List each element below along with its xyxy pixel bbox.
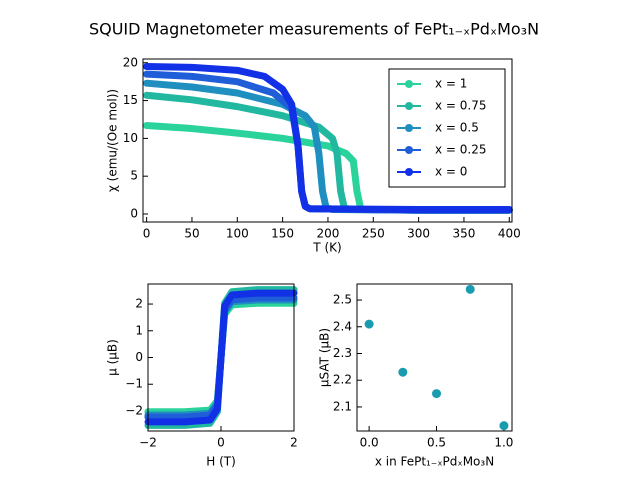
series-line	[144, 289, 298, 426]
axes-frame	[356, 283, 513, 432]
scatter-point	[364, 319, 374, 329]
legend-marker	[405, 124, 413, 132]
x-tick-label: 350	[452, 227, 475, 241]
y-axis-label: χ (emu/(Oe mol))	[106, 89, 120, 192]
x-tick-label: 2	[290, 436, 298, 450]
scatter-point	[432, 389, 442, 399]
y-tick-label: 5	[130, 169, 138, 183]
y-tick-label: 20	[123, 55, 138, 69]
legend-marker	[405, 146, 413, 154]
y-tick-label: 2.5	[333, 293, 352, 307]
y-axis-label: μSAT (μB)	[318, 328, 332, 387]
x-tick-label: 250	[362, 227, 385, 241]
y-tick-label: 2.3	[333, 346, 352, 360]
x-tick-label: 200	[317, 227, 340, 241]
legend-marker	[405, 168, 413, 176]
x-tick-label: −2	[139, 436, 157, 450]
x-tick-label: 0.5	[427, 436, 446, 450]
y-tick-label: 10	[123, 131, 138, 145]
y-tick-label: 2	[135, 297, 143, 311]
legend-label: x = 0.25	[435, 143, 487, 157]
y-tick-label: 0	[130, 206, 138, 220]
x-tick-label: 0	[217, 436, 225, 450]
axes-frame	[147, 283, 295, 432]
x-tick-label: 1.0	[494, 436, 513, 450]
x-tick-label: 50	[184, 227, 199, 241]
x-axis-label: T (K)	[312, 241, 341, 255]
y-tick-label: 15	[123, 93, 138, 107]
scatter-point	[398, 367, 408, 377]
x-tick-label: 100	[226, 227, 249, 241]
y-tick-label: 1	[135, 323, 143, 337]
y-tick-label: 2.2	[333, 373, 352, 387]
x-tick-label: 300	[407, 227, 430, 241]
legend-marker	[405, 102, 413, 110]
series-line	[143, 63, 513, 213]
y-tick-label: 2.4	[333, 319, 352, 333]
y-tick-label: 2.1	[333, 399, 352, 413]
scatter-point	[465, 284, 475, 294]
scatter-point	[499, 421, 509, 431]
x-axis-label: H (T)	[206, 455, 236, 469]
x-tick-label: 0	[143, 227, 151, 241]
legend-label: x = 1	[435, 77, 467, 91]
y-tick-label: −1	[125, 377, 143, 391]
x-tick-label: 0.0	[360, 436, 379, 450]
legend-label: x = 0.75	[435, 99, 487, 113]
x-tick-label: 400	[498, 227, 521, 241]
y-tick-label: 0	[135, 350, 143, 364]
x-tick-label: 150	[271, 227, 294, 241]
x-axis-label: x in FePt₁₋ₓPdₓMo₃N	[375, 455, 494, 469]
legend-label: x = 0.5	[435, 121, 479, 135]
axes-frame	[142, 58, 513, 223]
legend-label: x = 0	[435, 165, 467, 179]
figure-title: SQUID Magnetometer measurements of FePt₁…	[89, 20, 539, 39]
y-tick-label: −2	[125, 403, 143, 417]
legend-marker	[405, 80, 413, 88]
y-axis-label: μ (μB)	[106, 339, 120, 376]
